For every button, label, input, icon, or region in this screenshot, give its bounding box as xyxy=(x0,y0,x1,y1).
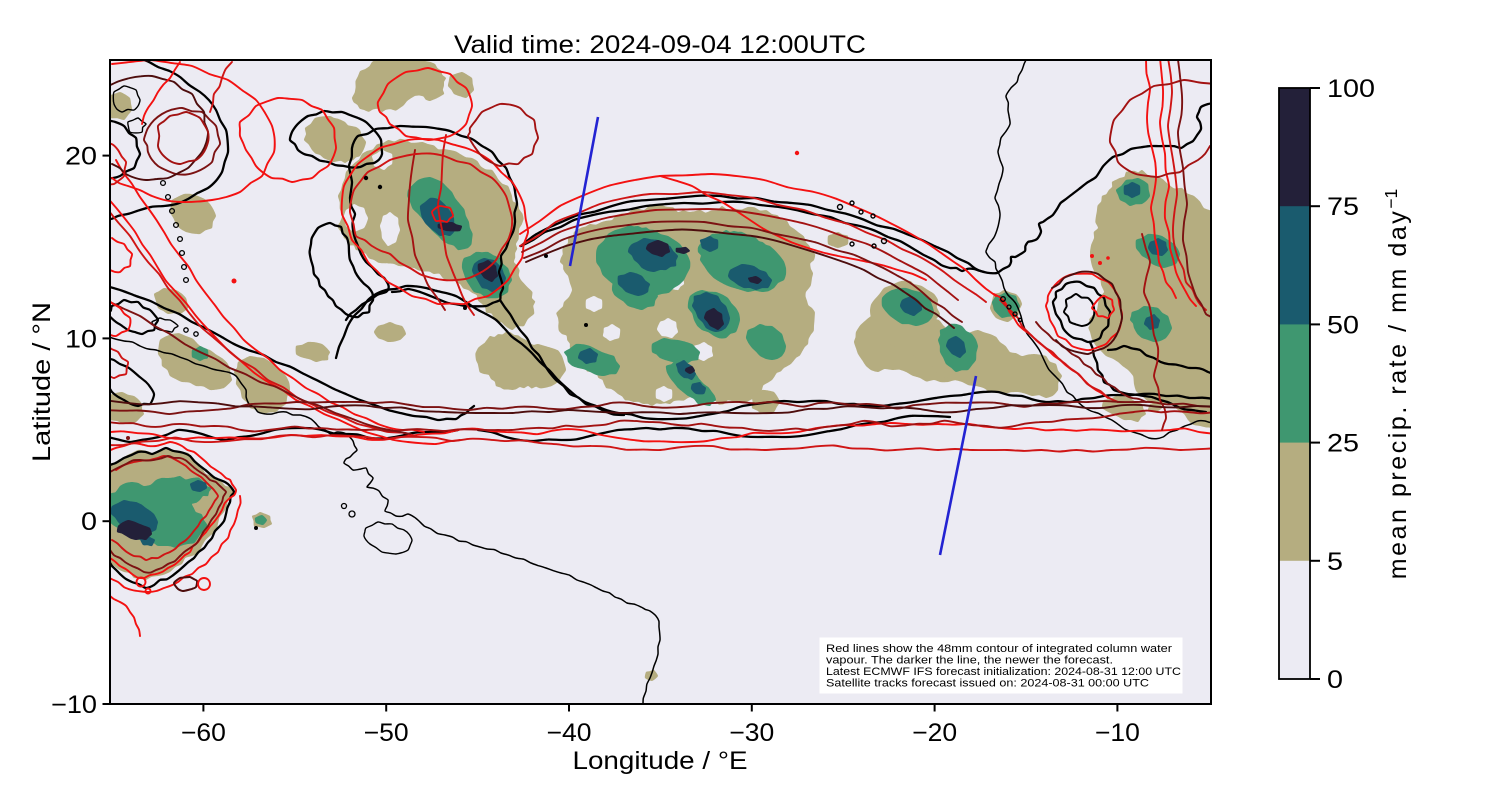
svg-text:vapour. The darker the line, t: vapour. The darker the line, the newer t… xyxy=(826,655,1113,667)
svg-text:0: 0 xyxy=(1327,666,1343,694)
svg-text:50: 50 xyxy=(1327,311,1359,339)
svg-text:−30: −30 xyxy=(729,719,774,747)
svg-text:Longitude / °E: Longitude / °E xyxy=(573,747,748,775)
svg-text:0: 0 xyxy=(81,508,97,536)
svg-text:−10: −10 xyxy=(1095,719,1140,747)
svg-text:Latitude / °N: Latitude / °N xyxy=(28,302,56,462)
svg-text:5: 5 xyxy=(1327,548,1343,576)
svg-text:20: 20 xyxy=(65,143,97,171)
svg-text:Satellite tracks forecast issu: Satellite tracks forecast issued on: 202… xyxy=(826,678,1149,690)
svg-text:−40: −40 xyxy=(547,719,592,747)
svg-text:Latest ECMWF IFS forecast init: Latest ECMWF IFS forecast initialization… xyxy=(826,666,1181,678)
svg-text:Red lines show the 48mm contou: Red lines show the 48mm contour of integ… xyxy=(826,643,1172,655)
svg-text:−60: −60 xyxy=(181,719,226,747)
svg-text:75: 75 xyxy=(1327,193,1359,221)
svg-text:−50: −50 xyxy=(364,719,409,747)
svg-text:−20: −20 xyxy=(912,719,957,747)
svg-text:mean precip. rate / mm day−1: mean precip. rate / mm day−1 xyxy=(1381,189,1412,580)
svg-text:25: 25 xyxy=(1327,430,1359,458)
svg-text:Valid time: 2024-09-04 12:00UT: Valid time: 2024-09-04 12:00UTC xyxy=(454,31,866,59)
svg-text:−10: −10 xyxy=(51,691,97,719)
svg-text:100: 100 xyxy=(1327,75,1375,103)
svg-text:10: 10 xyxy=(65,325,97,353)
